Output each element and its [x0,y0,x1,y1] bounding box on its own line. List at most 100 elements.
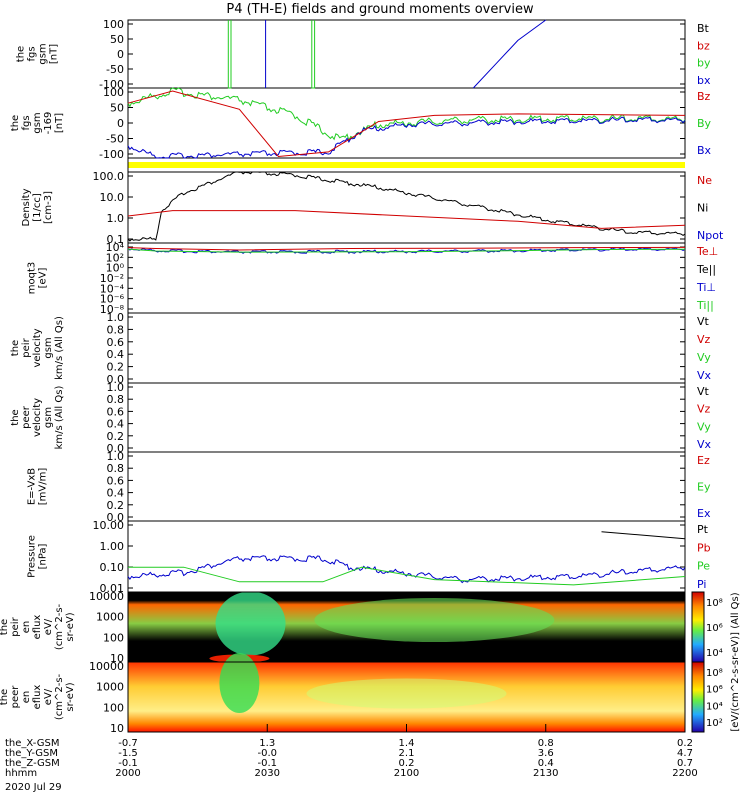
ephem-value: -0.1 [257,758,277,769]
y-tick-label: 10 [110,722,124,735]
y-label: peer [21,405,32,429]
y-tick-label: 1.0 [107,212,125,225]
y-label: (cm^2-s- [54,673,65,720]
ephem-label: the_X-GSM [5,738,59,749]
legend-Ey: Ey [697,481,711,494]
y-label: velocity [32,398,43,437]
ephem-label: the_Y-GSM [5,748,58,759]
y-label: gsm [32,112,43,133]
y-label: [1/cc] [32,193,43,222]
series-Pe [128,566,686,586]
y-tick-label: 0.8 [107,393,125,406]
y-tick-label: 0 [117,117,124,130]
y-label: the [10,115,21,131]
colorbar-tick: 10⁸ [706,598,723,609]
y-tick-label: -50 [106,133,124,146]
y-tick-label: 1.0 [107,450,125,463]
y-tick-label: 0.2 [107,361,125,374]
ephem-value: -1.5 [118,748,138,759]
y-label: gsm [43,337,54,358]
legend-Te||: Te|| [696,263,716,276]
y-tick-label: 0.4 [107,487,125,500]
series-Ni [127,171,686,242]
series-Te-perp [127,246,686,251]
y-label: [cm-3] [43,191,54,224]
colorbars: 10⁸ 10⁶ 10⁴ 10⁸ 10⁶ 10⁴ 10² [eV/(cm^2-s-sr-eV)]… [691,591,741,733]
y-tick-label: 10000 [89,660,124,673]
y-tick-label: 10⁻² [100,272,124,285]
ephem-value: 1.3 [259,738,275,749]
legend-bz: bz [697,39,710,52]
y-tick-label: 0.0 [107,442,125,455]
y-tick-label: 100.0 [93,170,125,183]
legend-Pt: Pt [697,523,709,536]
y-label: the [16,46,27,62]
y-label: [eV] [38,268,49,289]
flag-bar [128,162,685,168]
y-tick-label: 0.4 [107,418,125,431]
y-tick-label: 1.00 [100,540,125,553]
y-label: moqt3 [27,262,38,295]
y-label: en [21,691,32,704]
y-label: peer [10,685,21,709]
y-label: peir [21,337,32,357]
series-Pt [601,531,686,540]
legend-bx: bx [697,74,711,87]
y-label: sr-eV) [65,682,76,711]
y-label: [nT] [49,44,60,64]
ephem-value: 0.7 [677,758,693,769]
panel-fgs-dsl: the fgs gsm -169 [nT] 100 50 0 -50 -100 Bz By Bx [10,86,712,161]
y-label: the [0,619,10,635]
y-label: the [0,689,10,705]
y-label: -169 [43,112,54,135]
y-tick-label: 10⁴ [106,241,125,254]
series-bx [472,19,547,89]
y-tick-label: 0.0 [107,373,125,386]
colorbar [691,661,705,733]
peir-heatmap-feature [314,598,555,642]
ephem-value: -0.7 [118,738,138,749]
panel-efield: E=-VxB [mV/m] 1.00.80.60.40.20.0 Ez Ey Ex [27,450,711,524]
y-tick-label: 0.0 [107,511,125,524]
y-label: (cm^2-s- [54,603,65,650]
ephem-value: 2030 [255,768,280,779]
y-tick-label: 10⁻⁴ [100,282,125,295]
legend-Vy: Vy [697,351,711,364]
y-label: sr-eV) [65,612,76,641]
legend-Npot: Npot [697,229,724,242]
series-Bx [127,116,686,159]
y-tick-label: 10.00 [93,519,125,532]
y-tick-label: 0.8 [107,323,125,336]
panel-pressure: Pressure [nPa] 10.00 1.00 0.10 0.01 Pt Pb Pe Pi [27,519,711,595]
legend-Bt: Bt [697,22,710,35]
y-tick-label: -50 [106,63,124,76]
ephem-value: 2.1 [399,748,415,759]
y-tick-label: 10² [106,251,124,264]
y-tick-label: 50 [110,33,124,46]
series-Ne [127,210,686,229]
y-tick-label: 10 [110,652,124,665]
y-label: gsm [38,43,49,64]
ephem-value: 0.2 [399,758,415,769]
series-Bz [127,90,686,158]
colorbar-label: [eV/(cm^2-s-sr-eV)] (All Qs) [730,592,741,731]
y-label: gsm [43,407,54,428]
peer-heatmap-feature [219,653,260,713]
colorbar-tick: 10² [706,718,723,729]
y-tick-label: 0.01 [100,582,125,595]
legend-Vx: Vx [697,438,712,451]
legend-Vy: Vy [697,420,711,433]
y-tick-label: 0.2 [107,430,125,443]
ephem-value: 2000 [115,768,140,779]
y-tick-label: 10000 [89,590,124,603]
y-tick-label: 0.8 [107,462,125,475]
panel-frame [127,520,686,593]
legend-Vz: Vz [697,403,711,416]
series-By [127,87,686,142]
y-label: km/s (All Qs) [54,386,65,450]
ephem-value: 0.8 [538,738,554,749]
y-tick-label: 0.6 [107,336,125,349]
legend-Ne: Ne [697,174,712,187]
y-tick-label: 100 [103,18,124,31]
